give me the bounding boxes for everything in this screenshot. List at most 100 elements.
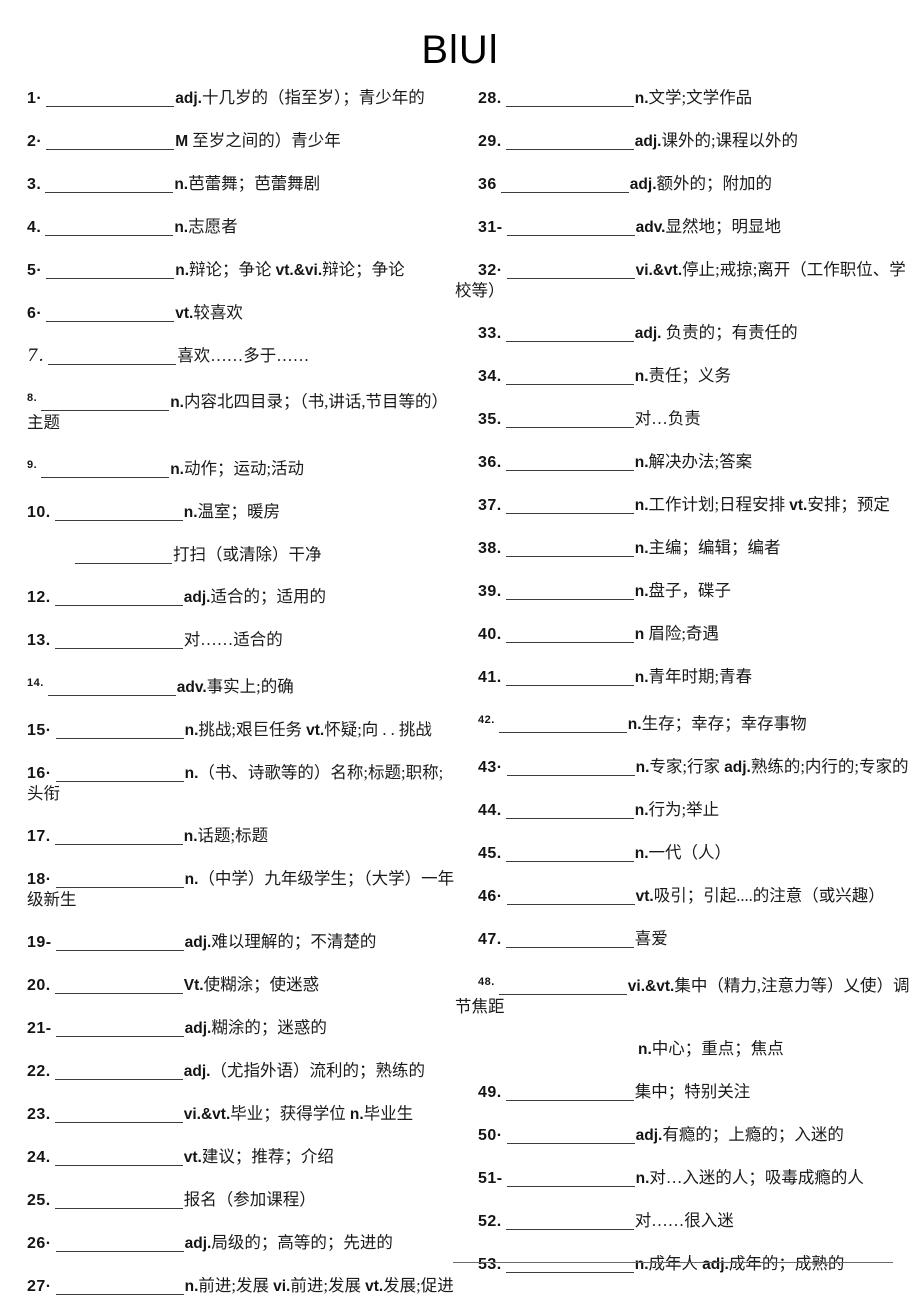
fill-blank [54, 841, 183, 845]
item-row: 48. vi.&vt.集中（精力,注意力等）乂使）调节焦距 [455, 972, 916, 1017]
item-number: 32· [478, 262, 503, 279]
item-definition: n.对…入迷的人；吸毒成瘾的人 [635, 1168, 864, 1187]
item-row: 23. vi.&vt.毕业；获得学位 n.毕业生 [27, 1104, 455, 1125]
item-number: 35. [478, 411, 502, 428]
item-number: 20. [27, 977, 51, 994]
fill-blank [54, 990, 183, 994]
item-definition: n.动作；运动;活动 [170, 459, 305, 478]
item-number: 18· [27, 871, 52, 888]
item-row: 51- n.对…入迷的人；吸毒成瘾的人 [455, 1168, 916, 1189]
item-definition: vi.&vt.毕业；获得学位 n.毕业生 [183, 1104, 414, 1123]
item-definition: n.芭蕾舞；芭蕾舞剧 [174, 174, 321, 193]
item-number: 23. [27, 1106, 51, 1123]
item-row: 31- adv.显然地；明显地 [455, 217, 916, 238]
item-row: 29. adj.课外的;课程以外的 [455, 131, 916, 152]
fill-blank [55, 735, 184, 739]
fill-blank [46, 103, 175, 107]
item-row: 24. vt.建议；推荐；介绍 [27, 1147, 455, 1168]
item-row: 50· adj.有瘾的；上瘾的；入迷的 [455, 1125, 916, 1146]
fill-blank [505, 338, 634, 342]
item-definition: 对……适合的 [183, 630, 283, 649]
item-definition: 对…负责 [634, 409, 701, 428]
item-row: 17. n.话题;标题 [27, 826, 455, 847]
item-number: 39. [478, 583, 502, 600]
item-row: 1· adj.十几岁的（指至岁）；青少年的 [27, 88, 455, 109]
item-definition: adv.事实上;的确 [176, 677, 294, 696]
item-row: 32· vi.&vt.停止;戒掠;离开（工作职位、学校等） [455, 260, 916, 301]
item-row: 9. n.动作；运动;活动 [27, 455, 455, 480]
item-number: 3. [27, 176, 42, 193]
fill-blank [505, 553, 634, 557]
item-definition: vt.建议；推荐；介绍 [183, 1147, 334, 1166]
item-definition: n.温室；暖房 [183, 502, 281, 521]
item-definition: n.青年时期;青春 [634, 667, 753, 686]
fill-blank [45, 189, 174, 193]
item-number: 13. [27, 632, 51, 649]
item-definition: n.文学;文学作品 [634, 88, 753, 107]
item-number: 47. [478, 931, 502, 948]
item-definition: 喜欢……多于…… [177, 346, 310, 365]
item-definition: n.一代（人） [634, 843, 732, 862]
item-number: 15· [27, 722, 52, 739]
item-definition: adj.额外的；附加的 [629, 174, 772, 193]
item-row: 22. adj.（尤指外语）流利的；熟练的 [27, 1061, 455, 1082]
item-number: 42. [478, 714, 495, 726]
fill-blank [54, 645, 183, 649]
item-number: 24. [27, 1149, 51, 1166]
fill-blank [45, 232, 174, 236]
fill-blank [46, 275, 175, 279]
item-number: 28. [478, 90, 502, 107]
item-row: 28. n.文学;文学作品 [455, 88, 916, 109]
item-number: 16· [27, 765, 52, 782]
item-row: 43· n.专家;行家 adj.熟练的;内行的;专家的 [455, 757, 916, 778]
fill-blank [55, 778, 184, 782]
item-row: 25. 报名（参加课程） [27, 1190, 455, 1211]
item-row: 10. n.温室；暖房 [27, 502, 455, 523]
fill-blank [54, 1119, 183, 1123]
item-number: 51- [478, 1170, 503, 1187]
item-row: 41. n.青年时期;青春 [455, 667, 916, 688]
item-number: 14. [27, 677, 44, 689]
item-definition: n.生存；幸存；幸存事物 [627, 714, 807, 733]
item-number: 40. [478, 626, 502, 643]
item-row: 13. 对……适合的 [27, 630, 455, 651]
item-number: 25. [27, 1192, 51, 1209]
fill-blank [505, 1269, 634, 1273]
item-row: 38. n.主编；编辑；编者 [455, 538, 916, 559]
item-row: 3. n.芭蕾舞；芭蕾舞剧 [27, 174, 455, 195]
fill-blank [505, 467, 634, 471]
item-number: 8. [27, 392, 38, 404]
item-row: 53. n.成年人 adj.成年的；成熟的 [455, 1254, 916, 1275]
item-number: 6· [27, 305, 43, 322]
item-number: 9. [27, 459, 38, 471]
item-number: 45. [478, 845, 502, 862]
item-row: 5· n.辩论；争论 vt.&vi.辩论；争论 [27, 260, 455, 281]
fill-blank [505, 944, 634, 948]
item-number: 41. [478, 669, 502, 686]
fill-blank [46, 318, 175, 322]
item-definition: adj.适合的；适用的 [183, 587, 326, 606]
item-row: 19- adj.难以理解的；不清楚的 [27, 932, 455, 953]
item-definition: n.（书、诗歌等的）名称;标题;职称;头衔 [27, 763, 444, 803]
item-row: 27· n.前进;发展 vi.前进;发展 vt.发展;促进 [27, 1276, 455, 1297]
item-number: 17. [27, 828, 51, 845]
item-number: 36 [478, 176, 497, 193]
item-row: 36. n.解决办法;答案 [455, 452, 916, 473]
item-number: 1· [27, 90, 43, 107]
item-row: 21- adj.糊涂的；迷惑的 [27, 1018, 455, 1039]
item-row: 8. n.内容北四目录；（书,讲话,节目等的）主题 [27, 388, 455, 433]
fill-blank [505, 596, 634, 600]
item-definition: 对……很入迷 [634, 1211, 734, 1230]
item-number: 19- [27, 934, 52, 951]
item-definition: 报名（参加课程） [183, 1190, 316, 1209]
fill-blank [54, 1205, 183, 1209]
item-row: 6· vt.较喜欢 [27, 303, 455, 324]
item-number: 53. [478, 1256, 502, 1273]
item-definition: vi.&vt.停止;戒掠;离开（工作职位、学校等） [455, 260, 906, 300]
item-definition: n.辩论；争论 vt.&vi.辩论；争论 [175, 260, 405, 279]
fill-blank [505, 381, 634, 385]
item-number: 48. [478, 976, 495, 988]
fill-blank [498, 729, 627, 733]
item-definition: vt.较喜欢 [175, 303, 243, 322]
